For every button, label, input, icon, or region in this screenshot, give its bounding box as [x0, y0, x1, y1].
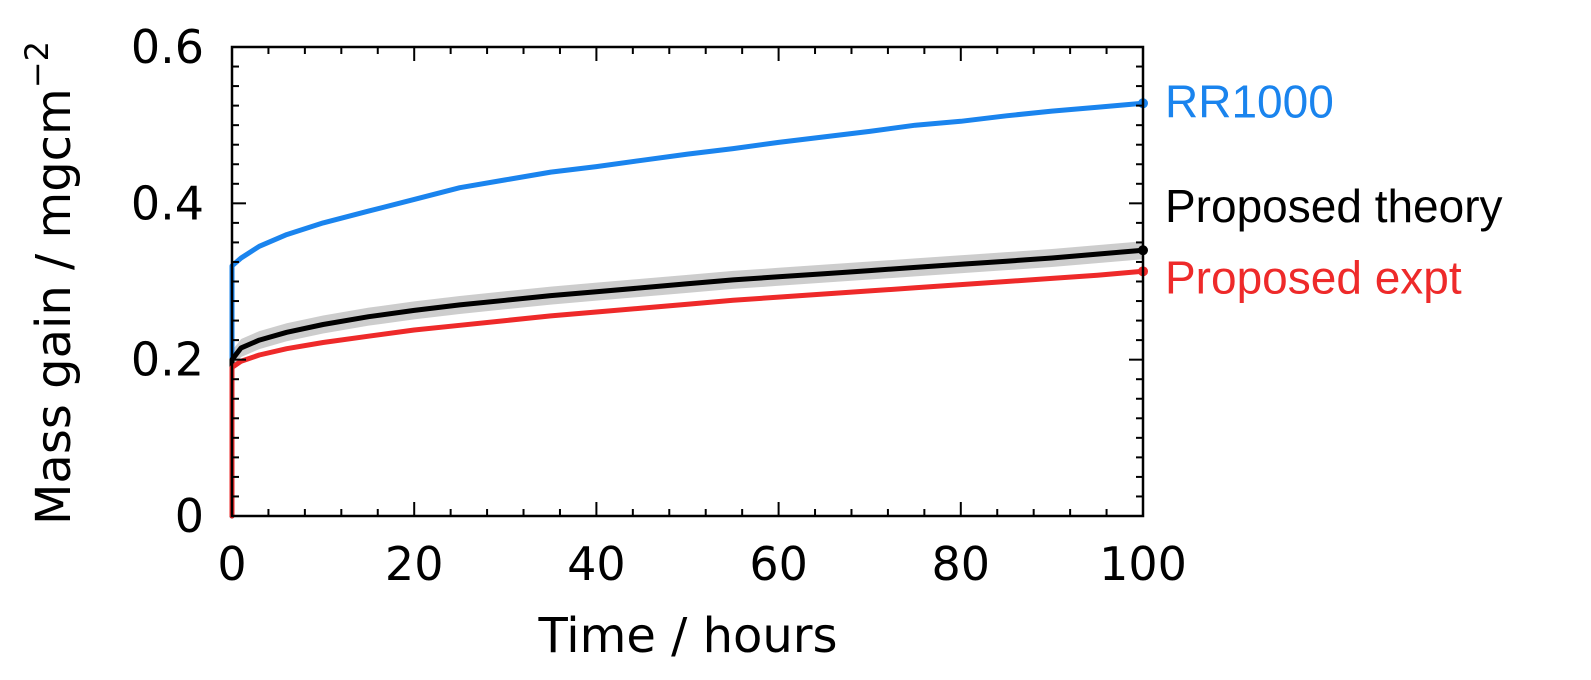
x-tick-label: 80	[932, 537, 991, 591]
series-labels-layer: RR1000 Proposed theory Proposed expt	[1165, 75, 1503, 303]
series-lines-layer	[232, 98, 1148, 516]
y-tick-label: 0.4	[131, 176, 204, 230]
x-tick-label: 60	[749, 537, 808, 591]
x-tick-label: 20	[385, 537, 444, 591]
x-tick-labels: 0 20 40 60 80 100	[217, 537, 1187, 591]
y-axis-title-exponent: −2	[18, 41, 56, 88]
y-tick-label: 0.6	[131, 20, 204, 74]
y-tick-labels: 0 0.2 0.4 0.6	[131, 20, 204, 543]
rr1000-label: RR1000	[1165, 75, 1334, 127]
y-axis-title: Mass gain / mgcm−2	[18, 41, 82, 525]
y-tick-label: 0	[175, 489, 204, 543]
proposed-theory-label: Proposed theory	[1165, 180, 1503, 232]
x-axis-title: Time / hours	[537, 608, 837, 664]
y-axis-title-text: Mass gain / mgcm	[26, 88, 82, 525]
x-tick-label: 0	[217, 537, 246, 591]
proposed-expt-label: Proposed expt	[1165, 251, 1462, 303]
x-tick-label: 100	[1099, 537, 1187, 591]
y-tick-label: 0.2	[131, 333, 204, 387]
x-tick-label: 40	[567, 537, 626, 591]
